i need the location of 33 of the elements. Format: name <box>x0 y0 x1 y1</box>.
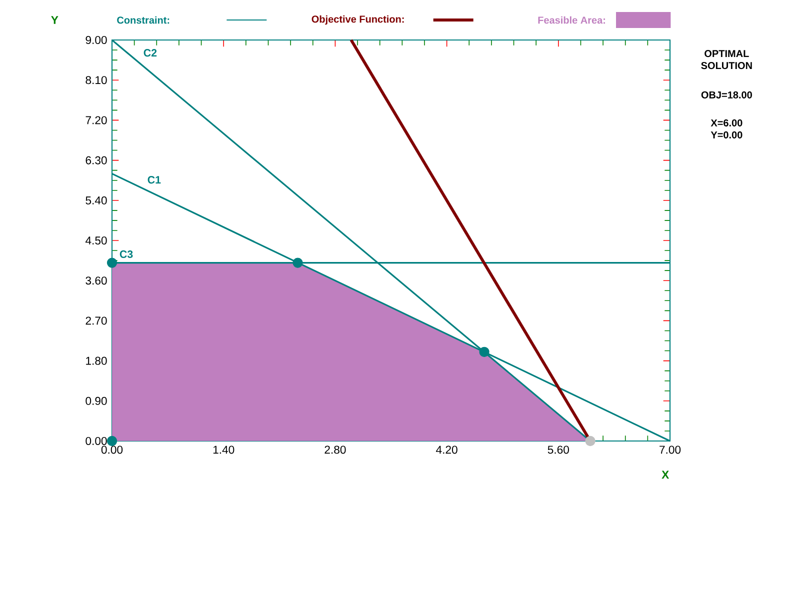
y-tick-label: 9.00 <box>86 36 107 44</box>
x-tick-label: 0.00 <box>101 446 123 454</box>
x-axis-title: X <box>662 470 670 479</box>
y-tick-label: 5.40 <box>86 196 107 204</box>
y-tick-label: 6.30 <box>86 156 107 164</box>
x-tick-label: 4.20 <box>436 446 458 454</box>
series-label: C1 <box>148 176 161 184</box>
y-tick-label: 2.70 <box>86 316 107 325</box>
text: Objective Function: <box>312 15 404 25</box>
y-tick-label: 1.80 <box>86 356 107 365</box>
text: Y=0.00 <box>710 131 742 138</box>
text: Constraint: <box>117 16 170 24</box>
y-tick-label: 0.90 <box>86 396 107 405</box>
series-label: C3 <box>120 250 133 258</box>
x-tick-label: 1.40 <box>213 446 234 454</box>
text: Feasible Area: <box>538 16 605 24</box>
y-tick-label: 0.00 <box>86 436 107 446</box>
y-axis-title: Y <box>51 16 58 24</box>
y-tick-label: 3.60 <box>86 276 107 285</box>
point <box>292 258 303 268</box>
x-tick-label: 5.60 <box>548 446 569 454</box>
text: X=6.00 <box>710 119 742 126</box>
text: OPTIMAL SOLUTION <box>701 50 752 70</box>
x-tick-label: 2.80 <box>324 446 346 454</box>
y-tick-label: 7.20 <box>86 116 107 124</box>
point <box>479 346 490 357</box>
point <box>106 258 118 268</box>
series-label: C2 <box>144 49 157 57</box>
point <box>585 436 596 446</box>
x-tick-label: 7.00 <box>660 446 681 454</box>
y-tick-label: 4.50 <box>85 236 107 245</box>
y-tick-label: 8.10 <box>86 76 107 84</box>
text: OBJ=18.00 <box>701 91 752 98</box>
